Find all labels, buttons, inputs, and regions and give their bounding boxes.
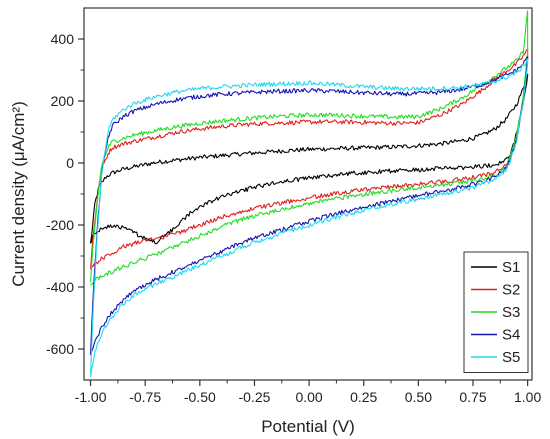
legend-label-s4: S4 [502,327,520,344]
x-tick-label: 0.25 [350,389,377,405]
x-tick-label: -0.50 [184,389,216,405]
y-tick-label: 200 [51,93,75,109]
y-tick-label: 0 [66,155,74,171]
x-tick-label: -1.00 [75,389,107,405]
y-tick-label: -400 [46,279,74,295]
x-tick-label: -0.75 [129,389,161,405]
y-tick-label: -200 [46,217,74,233]
legend-label-s2: S2 [502,282,520,299]
y-axis-ticks: -600 -400 -200 0 200 400 [46,31,84,357]
x-tick-label: 0.50 [405,389,432,405]
x-axis-ticks: -1.00 -0.75 -0.50 -0.25 0.00 0.25 0.50 0.75 1.00 [75,380,541,405]
y-tick-label: -600 [46,341,74,357]
legend-label-s5: S5 [502,349,520,366]
legend-label-s3: S3 [502,304,520,321]
y-axis-title: Current density (μA/cm²) [9,101,28,287]
plot-series [90,10,529,377]
series-line-s4 [90,56,529,356]
x-tick-label: -0.25 [238,389,270,405]
series-line-s5 [90,58,529,377]
series-line-s1 [90,73,529,245]
x-tick-label: 0.75 [459,389,486,405]
legend-label-s1: S1 [502,259,520,276]
x-tick-label: 0.00 [295,389,322,405]
plot-frame [83,7,533,381]
series-line-s3 [90,10,529,286]
legend: S1 S2 S3 S4 S5 [463,251,529,373]
x-axis-title: Potential (V) [261,417,355,436]
x-tick-label: 1.00 [514,389,541,405]
y-tick-label: 400 [51,31,75,47]
